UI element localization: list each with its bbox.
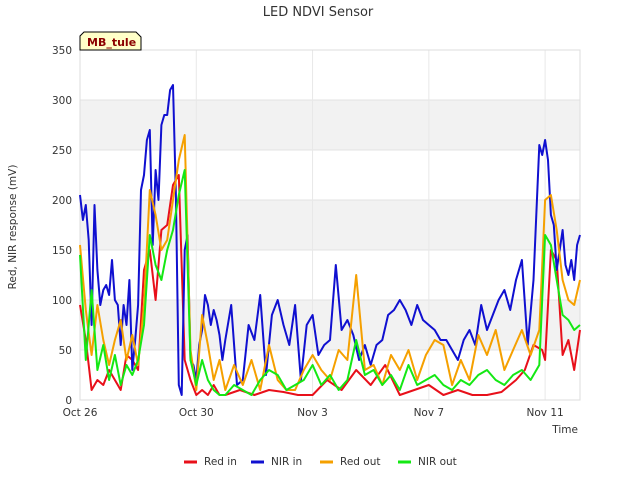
y-tick-label: 50 [59,345,72,357]
legend-item: NIR in [251,456,302,468]
y-tick-label: 350 [52,45,72,57]
y-tick-label: 300 [52,95,72,107]
y-tick-label: 150 [52,245,72,257]
x-tick-label: Oct 26 [63,407,98,419]
series-line-nir-in [79,84,581,396]
site-label: MB_tule [87,36,136,49]
y-tick-labels: 0 50 100 150 200 250 300 350 [52,45,72,407]
plot-band [80,200,580,250]
x-tick-label: Nov 7 [414,407,445,419]
plot-frame [79,49,581,401]
legend-label: Red in [204,456,237,468]
legend-label: NIR in [271,456,302,468]
x-tick-label: Nov 11 [527,407,564,419]
chart-title: LED NDVI Sensor [263,5,374,20]
legend-item: Red in [184,456,237,468]
legend-label: NIR out [418,456,457,468]
site-label-shape [79,31,142,51]
y-tick-label: 200 [52,195,72,207]
legend-item: NIR out [398,456,457,468]
site-label-box: MB_tule [79,31,142,51]
legend-item: Red out [320,456,380,468]
y-tick-label: 0 [65,395,72,407]
plot-background-bands [80,100,580,350]
y-tick-label: 100 [52,295,72,307]
plot-band [80,100,580,150]
series-line-red-out [79,134,581,391]
y-axis-label: Red, NIR response (mV) [7,165,19,290]
legend: Red in NIR in Red out NIR out [184,456,457,468]
x-tick-label: Nov 3 [297,407,328,419]
plot-band [80,300,580,350]
x-axis-label: Time [551,424,578,436]
series-line-nir-out [79,169,581,396]
y-tick-label: 250 [52,145,72,157]
legend-label: Red out [340,456,380,468]
series-layer [79,84,581,396]
x-tick-labels: Oct 26 Oct 30 Nov 3 Nov 7 Nov 11 [63,407,564,419]
x-tick-label: Oct 30 [179,407,214,419]
